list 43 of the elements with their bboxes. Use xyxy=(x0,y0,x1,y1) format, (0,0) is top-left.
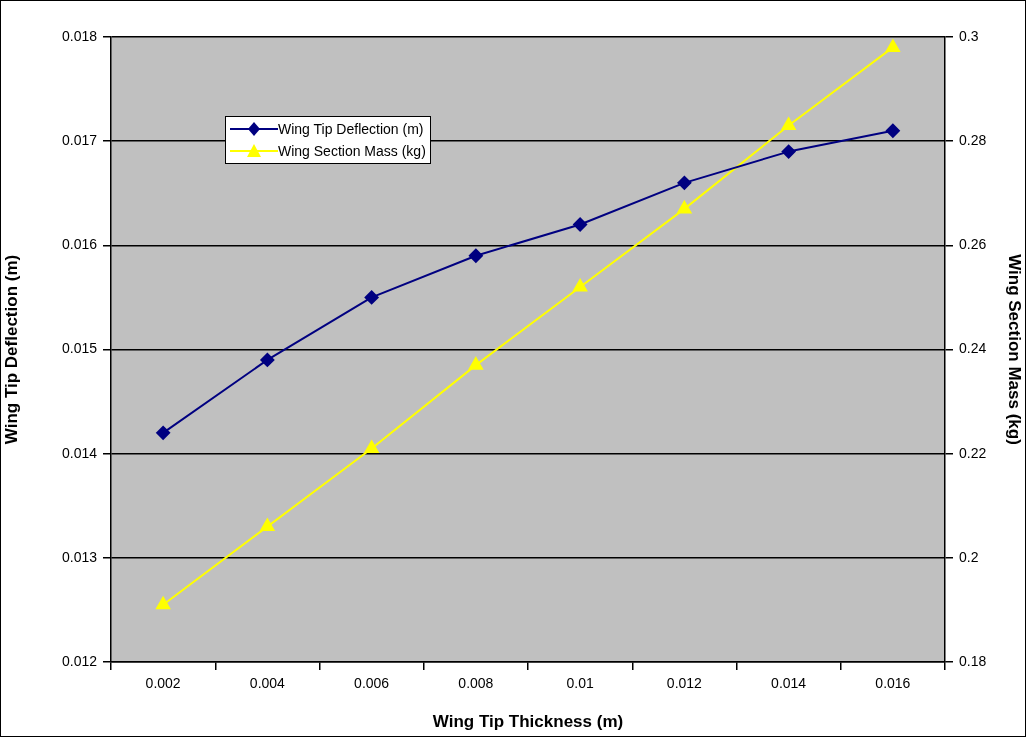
point xyxy=(885,39,900,52)
point xyxy=(260,352,275,367)
x-tick-label: 0.014 xyxy=(771,675,807,692)
x-tick-label: 0.006 xyxy=(354,675,390,692)
y-tick-label: 0.012 xyxy=(61,652,98,669)
point xyxy=(781,144,796,159)
legend-label: Wing Section Mass (kg) xyxy=(278,142,426,161)
x-tick-label: 0.004 xyxy=(249,675,286,692)
y-tick-label: 0.017 xyxy=(61,132,98,149)
x-axis-title: Wing Tip Thickness (m) xyxy=(432,712,624,732)
point xyxy=(260,518,275,532)
y-tick-label: 0.016 xyxy=(61,236,98,253)
point xyxy=(573,217,588,232)
y2-tick-label: 0.3 xyxy=(959,27,979,44)
y-tick-label: 0.014 xyxy=(61,444,98,461)
x-tick-label: 0.016 xyxy=(875,675,911,692)
point xyxy=(677,175,692,190)
point xyxy=(573,279,588,292)
y2-tick-label: 0.18 xyxy=(959,652,987,669)
x-tick-label: 0.01 xyxy=(566,675,594,692)
y-tick-label: 0.015 xyxy=(61,340,98,357)
point xyxy=(885,123,900,138)
point xyxy=(156,596,171,610)
x-tick-label: 0.008 xyxy=(458,675,494,692)
y2-tick-label: 0.22 xyxy=(959,444,987,461)
y2-tick-label: 0.24 xyxy=(959,340,987,357)
point xyxy=(156,425,171,440)
y-axis-title: Wing Tip Deflection (m) xyxy=(1,254,21,445)
x-tick-label: 0.012 xyxy=(666,675,703,692)
y-tick-label: 0.018 xyxy=(61,27,98,44)
point xyxy=(468,357,483,370)
y2-tick-label: 0.28 xyxy=(959,132,987,149)
y2-tick-label: 0.26 xyxy=(959,236,987,253)
x-tick-label: 0.002 xyxy=(145,675,181,692)
point xyxy=(677,200,692,214)
point xyxy=(364,440,379,453)
point xyxy=(364,290,379,305)
point xyxy=(468,248,483,263)
point xyxy=(781,117,796,131)
y-tick-label: 0.013 xyxy=(61,548,98,565)
y2-tick-label: 0.2 xyxy=(959,548,979,565)
legend-label: Wing Tip Deflection (m) xyxy=(278,120,424,139)
y2-axis-title: Wing Section Mass (kg) xyxy=(1005,254,1025,445)
